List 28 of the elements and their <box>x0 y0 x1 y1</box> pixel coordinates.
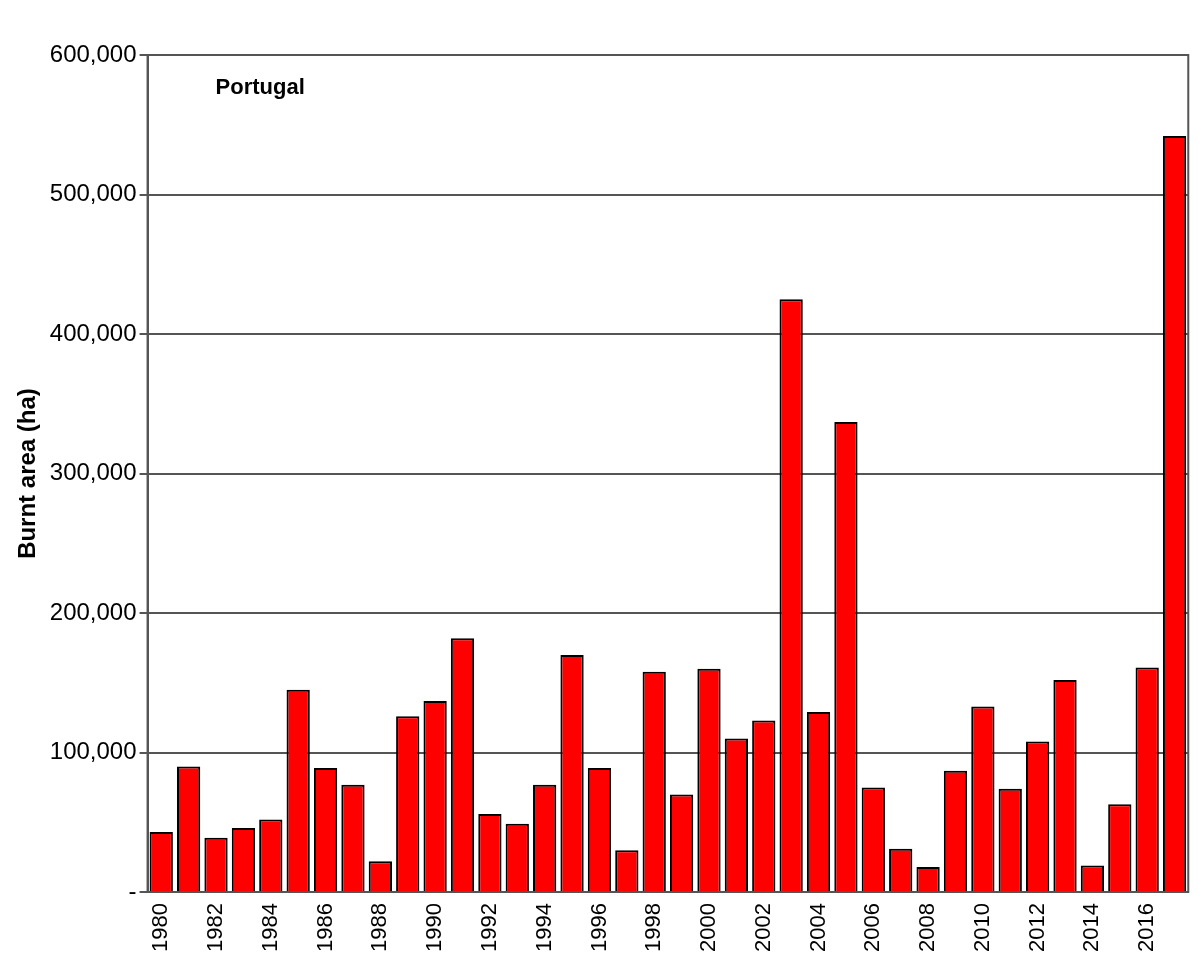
annotation: Portugal <box>215 74 305 100</box>
x-tick-label: 2008 <box>914 903 940 953</box>
x-tick-label: 2012 <box>1023 903 1049 953</box>
x-tick-label: 1988 <box>366 903 392 953</box>
x-tick-label: 1992 <box>475 903 501 953</box>
x-tick-label: 1980 <box>147 903 173 953</box>
x-tick-label: 1998 <box>640 903 666 953</box>
y-tick-label: 600,000 <box>49 39 137 67</box>
x-tick-label: 1986 <box>311 903 337 953</box>
y-tick-label: 400,000 <box>49 318 137 346</box>
y-axis-title: Burnt area (ha) <box>13 388 41 559</box>
x-tick-label: 2010 <box>968 903 994 953</box>
x-tick-label: 1982 <box>202 903 228 953</box>
y-tick-label: 500,000 <box>49 179 137 207</box>
x-tick-label: 2004 <box>804 903 830 953</box>
x-tick-label: 2016 <box>1133 903 1159 953</box>
x-tick-label: 1996 <box>585 903 611 953</box>
x-tick-label: 1990 <box>421 903 447 953</box>
x-tick-label: 1984 <box>256 903 282 953</box>
y-tick-label: 300,000 <box>49 458 137 486</box>
y-tick-label: 100,000 <box>49 737 137 765</box>
x-tick-label: 2006 <box>859 903 885 953</box>
x-tick-label: 1994 <box>530 903 556 953</box>
y-tick-label: 200,000 <box>49 597 137 625</box>
x-tick-label: 2000 <box>695 903 721 953</box>
x-tick-label: 2014 <box>1078 903 1104 953</box>
x-tick-label: 2002 <box>749 903 775 953</box>
y-tick-label: - <box>128 876 137 904</box>
